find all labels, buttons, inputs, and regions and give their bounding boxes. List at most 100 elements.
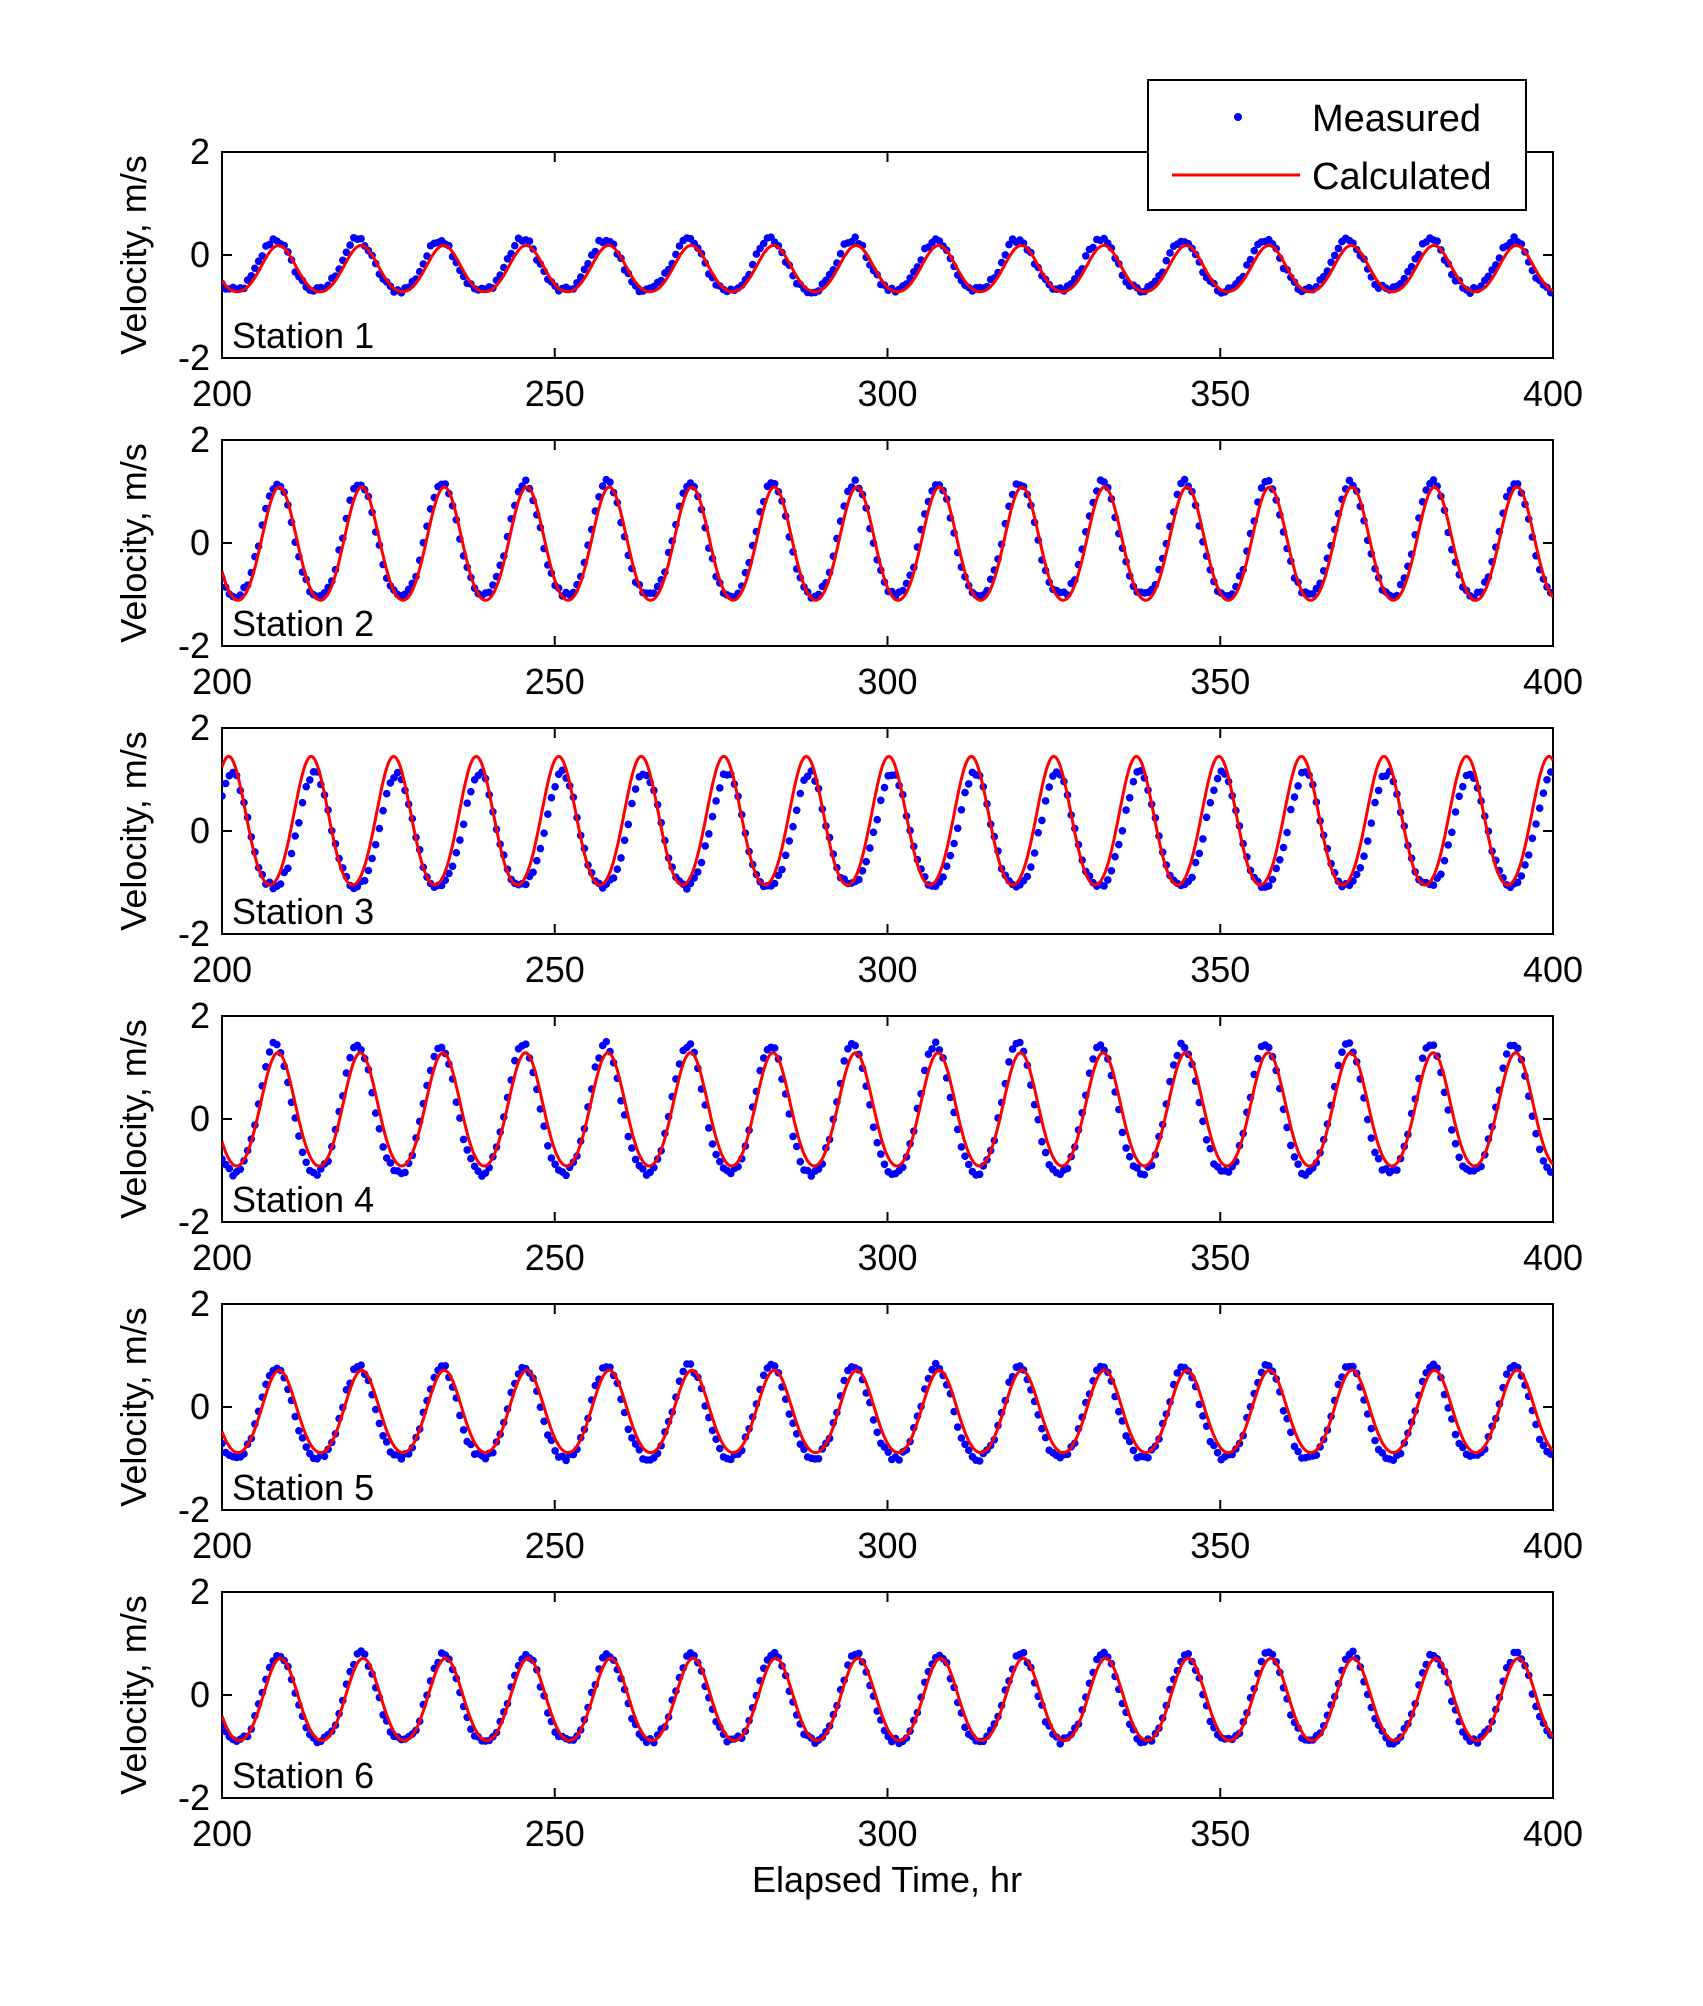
measured-point xyxy=(1535,1435,1544,1444)
measured-point xyxy=(950,839,958,848)
measured-point xyxy=(1539,1441,1548,1450)
measured-point xyxy=(873,815,881,824)
measured-point xyxy=(1125,794,1134,802)
measured-point xyxy=(1349,1647,1357,1656)
measured-point xyxy=(401,1168,409,1177)
measured-point xyxy=(313,1171,322,1179)
measured-point xyxy=(1367,1424,1376,1433)
measured-point xyxy=(1429,1041,1438,1049)
measured-point xyxy=(1246,255,1255,264)
measured-point xyxy=(346,241,354,249)
measured-point xyxy=(265,240,274,249)
measured-point xyxy=(467,1440,475,1449)
measured-point xyxy=(1019,1648,1028,1657)
measured-point xyxy=(551,783,559,791)
measured-point xyxy=(716,1444,724,1453)
measured-point xyxy=(295,1132,303,1140)
plot-area xyxy=(222,1647,1553,1748)
measured-point xyxy=(964,780,973,788)
measured-point xyxy=(701,842,709,850)
measured-point xyxy=(1407,262,1416,271)
x-tick-label: 250 xyxy=(525,1237,585,1278)
measured-point xyxy=(222,779,230,788)
measured-point xyxy=(792,806,801,815)
measured-point xyxy=(631,1155,640,1164)
measured-point xyxy=(1129,1446,1138,1455)
measured-point xyxy=(287,849,296,858)
measured-point xyxy=(1448,828,1456,837)
measured-point xyxy=(302,782,311,791)
y-tick-label: -2 xyxy=(178,625,210,666)
measured-point xyxy=(884,1448,892,1456)
y-tick-label: 0 xyxy=(190,234,210,275)
measured-point xyxy=(1517,872,1526,880)
measured-point xyxy=(1279,1407,1288,1415)
measured-point xyxy=(225,1164,234,1173)
measured-point xyxy=(379,806,387,815)
measured-point xyxy=(1173,1369,1182,1377)
measured-point xyxy=(1327,258,1335,267)
measured-point xyxy=(1268,875,1277,884)
y-axis-label: Velocity, m/s xyxy=(113,1595,154,1794)
measured-point xyxy=(1129,777,1138,786)
measured-point xyxy=(961,1152,969,1160)
measured-point xyxy=(939,873,947,881)
measured-point xyxy=(1451,1430,1460,1439)
measured-point xyxy=(1532,820,1540,828)
measured-point xyxy=(855,875,863,884)
measured-point xyxy=(862,857,870,866)
measured-point xyxy=(463,1146,472,1154)
measured-point xyxy=(507,249,515,258)
measured-point xyxy=(1371,1148,1379,1157)
measured-point xyxy=(456,1411,464,1420)
measured-point xyxy=(840,1376,848,1385)
measured-point xyxy=(770,1044,779,1052)
x-tick-label: 200 xyxy=(192,949,252,990)
measured-point xyxy=(697,858,706,867)
x-tick-label: 300 xyxy=(857,373,917,414)
measured-point xyxy=(770,879,779,888)
measured-point xyxy=(814,1454,823,1463)
panel-5: 200 250 300 350 400 -2 0 2 Velocity, m/s Station … xyxy=(113,1283,1583,1566)
measured-point xyxy=(236,1165,245,1174)
y-tick-label: 2 xyxy=(190,1283,210,1324)
measured-point xyxy=(1008,1045,1017,1053)
measured-point xyxy=(628,1434,636,1442)
x-tick-label: 350 xyxy=(1190,1813,1250,1854)
measured-point xyxy=(869,828,878,837)
x-tick-label: 250 xyxy=(525,1813,585,1854)
measured-point xyxy=(1173,1051,1182,1060)
measured-point xyxy=(639,1165,647,1173)
measured-point xyxy=(683,885,691,893)
measured-point xyxy=(360,1650,369,1658)
measured-point xyxy=(562,1171,570,1180)
measured-point xyxy=(789,822,797,831)
measured-point xyxy=(1371,798,1379,807)
measured-point xyxy=(1532,1129,1540,1138)
measured-point xyxy=(1374,1154,1383,1163)
y-axis-label: Velocity, m/s xyxy=(113,155,154,354)
measured-point xyxy=(1125,1152,1134,1161)
measured-point xyxy=(1429,881,1438,889)
x-tick-label: 400 xyxy=(1523,661,1583,702)
legend-measured-marker xyxy=(1234,113,1242,121)
measured-point xyxy=(386,1159,395,1167)
measured-point xyxy=(1082,252,1090,260)
measured-point xyxy=(628,1144,636,1152)
measured-point xyxy=(1528,834,1537,843)
measured-point xyxy=(547,1436,556,1445)
measured-point xyxy=(708,1140,717,1148)
measured-point xyxy=(1100,882,1108,890)
measured-point xyxy=(551,1160,559,1169)
measured-point xyxy=(1038,1424,1046,1433)
y-axis-label: Velocity, m/s xyxy=(113,731,154,930)
measured-point xyxy=(298,798,307,807)
measured-point xyxy=(1056,1740,1064,1748)
measured-point xyxy=(320,1452,329,1461)
measured-point xyxy=(1294,1160,1302,1168)
measured-point xyxy=(1122,806,1130,814)
panel-3: 200 250 300 350 400 -2 0 2 Velocity, m/s Station … xyxy=(113,707,1583,990)
measured-point xyxy=(1265,1362,1273,1370)
measured-point xyxy=(584,259,592,268)
measured-point xyxy=(1034,828,1042,837)
